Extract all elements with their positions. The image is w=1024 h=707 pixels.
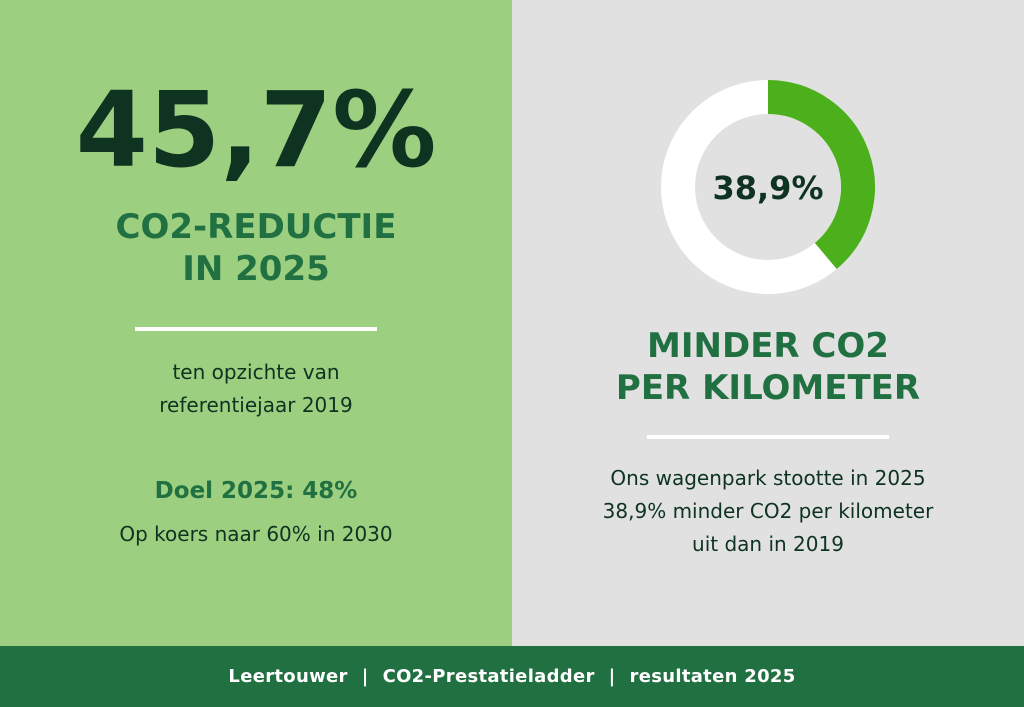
km-description-line1: Ons wagenpark stootte in 2025 (610, 466, 926, 490)
course-text: Op koers naar 60% in 2030 (119, 522, 393, 546)
km-headline-line1: MINDER CO2 (647, 326, 889, 366)
reference-line1: ten opzichte van (172, 360, 340, 384)
km-description: Ons wagenpark stootte in 2025 38,9% mind… (512, 462, 1024, 561)
footer-program: CO2-Prestatieladder (382, 666, 595, 687)
left-panel: 45,7% CO2-REDUCTIE IN 2025 ten opzichte … (0, 0, 512, 646)
reduction-headline-line1: CO2-REDUCTIE (115, 207, 397, 247)
reduction-headline: CO2-REDUCTIE IN 2025 (0, 206, 512, 290)
reduction-percentage: 45,7% (75, 69, 437, 191)
reference-text: ten opzichte van referentiejaar 2019 (0, 356, 512, 422)
footer-subject: resultaten 2025 (629, 666, 796, 687)
footer-bar: Leertouwer | CO2-Prestatieladder | resul… (0, 646, 1024, 707)
left-divider (135, 327, 377, 331)
right-divider (647, 435, 889, 439)
km-description-line2: 38,9% minder CO2 per kilometer (602, 499, 934, 523)
footer-separator: | (361, 666, 369, 687)
km-headline-line2: PER KILOMETER (615, 368, 921, 408)
goal-text: Doel 2025: 48% (154, 478, 358, 504)
km-description-line3: uit dan in 2019 (692, 532, 844, 556)
km-headline: MINDER CO2 PER KILOMETER (512, 325, 1024, 409)
footer-company: Leertouwer (228, 666, 348, 687)
reduction-headline-line2: IN 2025 (182, 249, 330, 289)
donut-chart: 38,9% (661, 80, 875, 294)
donut-label: 38,9% (712, 169, 823, 207)
donut-value-arc (767, 80, 875, 270)
footer-separator: | (608, 666, 616, 687)
reference-line2: referentiejaar 2019 (159, 393, 353, 417)
